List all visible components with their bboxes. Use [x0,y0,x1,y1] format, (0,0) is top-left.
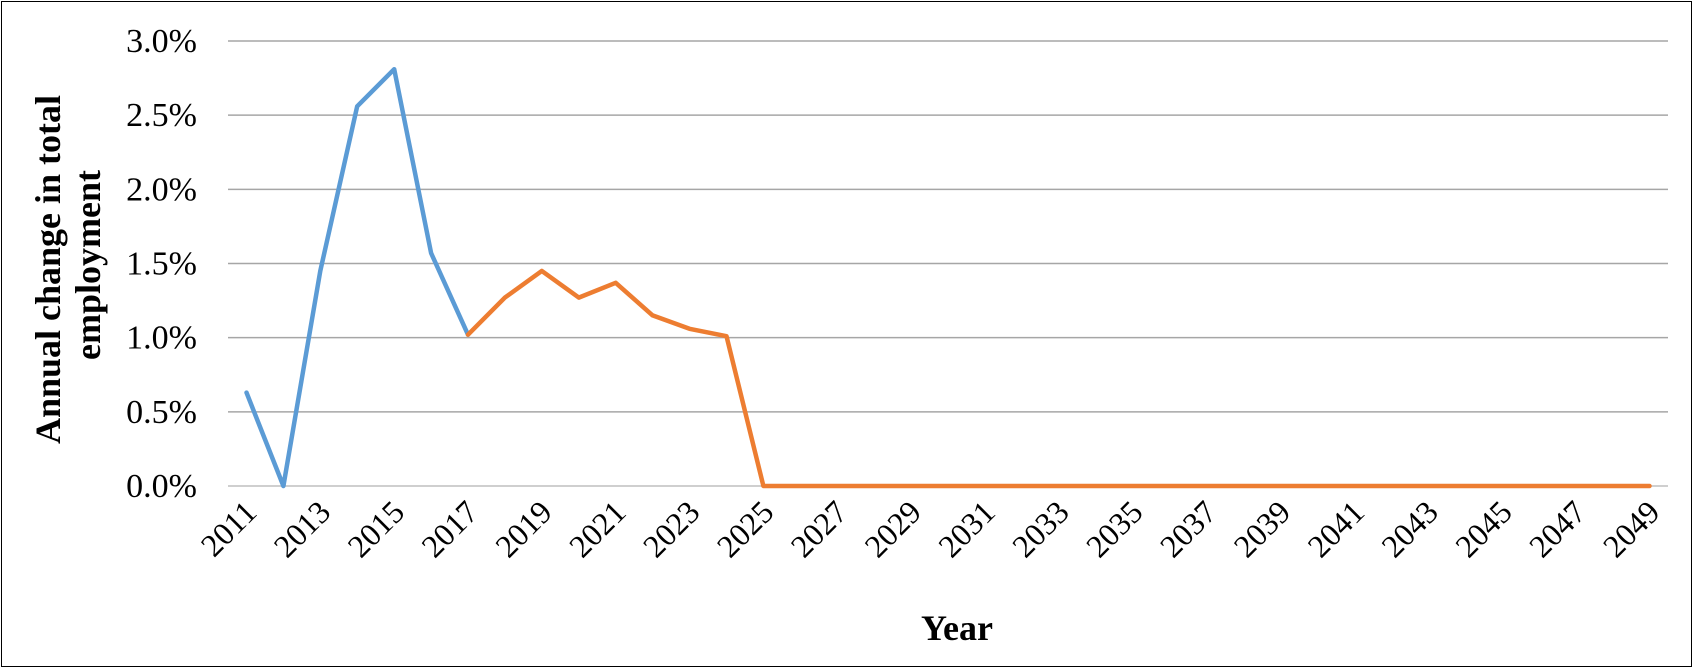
x-tick-label: 2025 [710,493,781,564]
x-tick-label: 2033 [1005,493,1076,564]
x-tick-label: 2019 [488,493,559,564]
x-tick-label: 2029 [857,493,928,564]
x-tick-label: 2041 [1300,493,1371,564]
x-tick-label: 2047 [1522,493,1593,564]
x-tick-label: 2017 [414,493,485,564]
x-tick-label: 2049 [1596,493,1667,564]
x-tick-label: 2031 [931,493,1002,564]
x-tick-label: 2027 [783,493,854,564]
x-axis-title: Year [921,608,993,648]
y-tick-label: 1.0% [126,320,197,357]
y-axis-title: Annual change in total employment [28,86,108,444]
x-tick-label: 2023 [636,493,707,564]
series-lines [244,66,1652,489]
y-tick-label: 2.0% [126,171,197,208]
y-tick-label: 3.0% [126,23,197,60]
y-axis-title-line-2: employment [68,170,108,360]
y-tick-label: 0.5% [126,394,197,431]
gridlines [228,40,1668,487]
x-tick-label: 2011 [194,493,264,563]
x-tick-label: 2043 [1374,493,1445,564]
x-tick-label: 2045 [1448,493,1519,564]
x-tick-label: 2013 [267,493,338,564]
series-line-2 [465,268,1652,489]
x-tick-label: 2035 [1079,493,1150,564]
series-line-1 [244,66,471,489]
y-tick-label: 0.0% [126,468,197,505]
y-tick-label: 1.5% [126,246,197,283]
x-tick-labels: 2011 2013 2015 2017 2019 2021 2023 2025 2027 2029… [194,493,1667,564]
x-tick-label: 2015 [340,493,411,564]
x-tick-label: 2039 [1227,493,1298,564]
y-axis-title-line-1: Annual change in total [28,95,68,444]
x-tick-label: 2037 [1153,493,1224,564]
y-tick-labels: 0.0% 0.5% 1.0% 1.5% 2.0% 2.5% 3.0% [126,23,197,505]
x-tick-label: 2021 [562,493,633,564]
y-tick-label: 2.5% [126,97,197,134]
